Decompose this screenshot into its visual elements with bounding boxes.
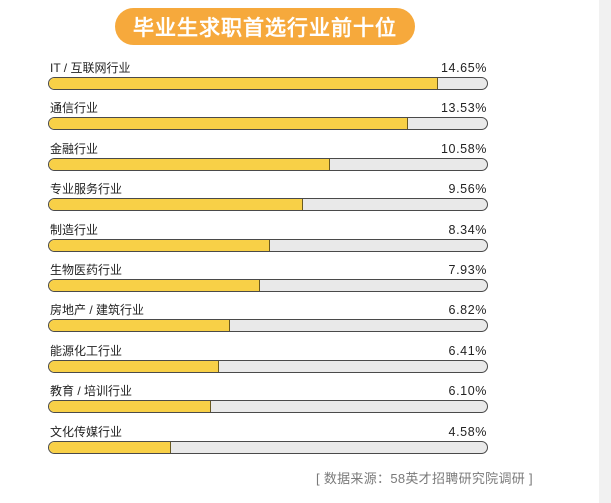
bar-row: IT / 互联网行业 14.65% [48,61,488,91]
bar [49,199,303,211]
category-label: 制造行业 [50,222,99,237]
category-label: 文化传媒行业 [50,424,123,439]
bar-row: 文化传媒行业 4.58% [48,425,488,455]
category-label: 专业服务行业 [50,182,123,197]
category-label: 教育 / 培训行业 [50,384,133,399]
data-label: 6.82% [448,303,487,318]
title-banner: 毕业生求职首选行业前十位 [115,8,415,45]
category-label: 能源化工行业 [50,343,123,358]
category-label: 通信行业 [50,101,99,116]
chart-title: 毕业生求职首选行业前十位 [133,16,397,40]
bar-row: 金融行业 10.58% [48,142,488,172]
data-label: 14.65% [441,61,487,75]
bar-track [48,117,488,131]
bar-row: 通信行业 13.53% [48,101,488,131]
bar-track [48,440,488,454]
data-label: 8.34% [448,222,487,237]
data-label: 9.56% [448,182,487,197]
category-label: 房地产 / 建筑行业 [50,303,145,318]
bar [49,78,438,89]
category-label: 金融行业 [50,141,99,156]
data-label: 4.58% [448,424,487,439]
bar-row: 生物医药行业 7.93% [48,263,488,293]
bar-track [48,157,488,171]
bar [49,360,219,372]
bar [49,320,230,332]
bar-track [48,279,488,292]
bar [49,441,171,453]
bar [49,239,270,251]
bar-track [48,198,488,212]
data-label: 10.58% [441,141,487,156]
bar-track [48,400,488,414]
bar [49,158,330,170]
bar-row: 教育 / 培训行业 6.10% [48,384,488,414]
source-note: [ 数据来源：58英才招聘研究院调研 ] [316,471,533,486]
bar-track [48,319,488,333]
bar-row: 制造行业 8.34% [48,223,488,253]
category-label: IT / 互联网行业 [50,61,131,75]
data-label: 7.93% [448,263,487,277]
data-label: 6.10% [448,384,487,399]
bar-track [48,77,488,90]
bar-track [48,238,488,252]
bar-track [48,359,488,373]
bar-chart: IT / 互联网行业 14.65% 通信行业 13.53% 金融行业 10.58% 专业服务… [48,0,488,470]
data-label: 13.53% [441,101,487,116]
bar-row: 能源化工行业 6.41% [48,344,488,374]
bar [49,118,408,130]
category-label: 生物医药行业 [50,263,123,277]
bar-row: 房地产 / 建筑行业 6.82% [48,303,488,333]
bar-row: 专业服务行业 9.56% [48,182,488,212]
data-label: 6.41% [448,343,487,358]
page-edge [599,0,611,503]
bar [49,280,260,291]
bar [49,401,211,413]
